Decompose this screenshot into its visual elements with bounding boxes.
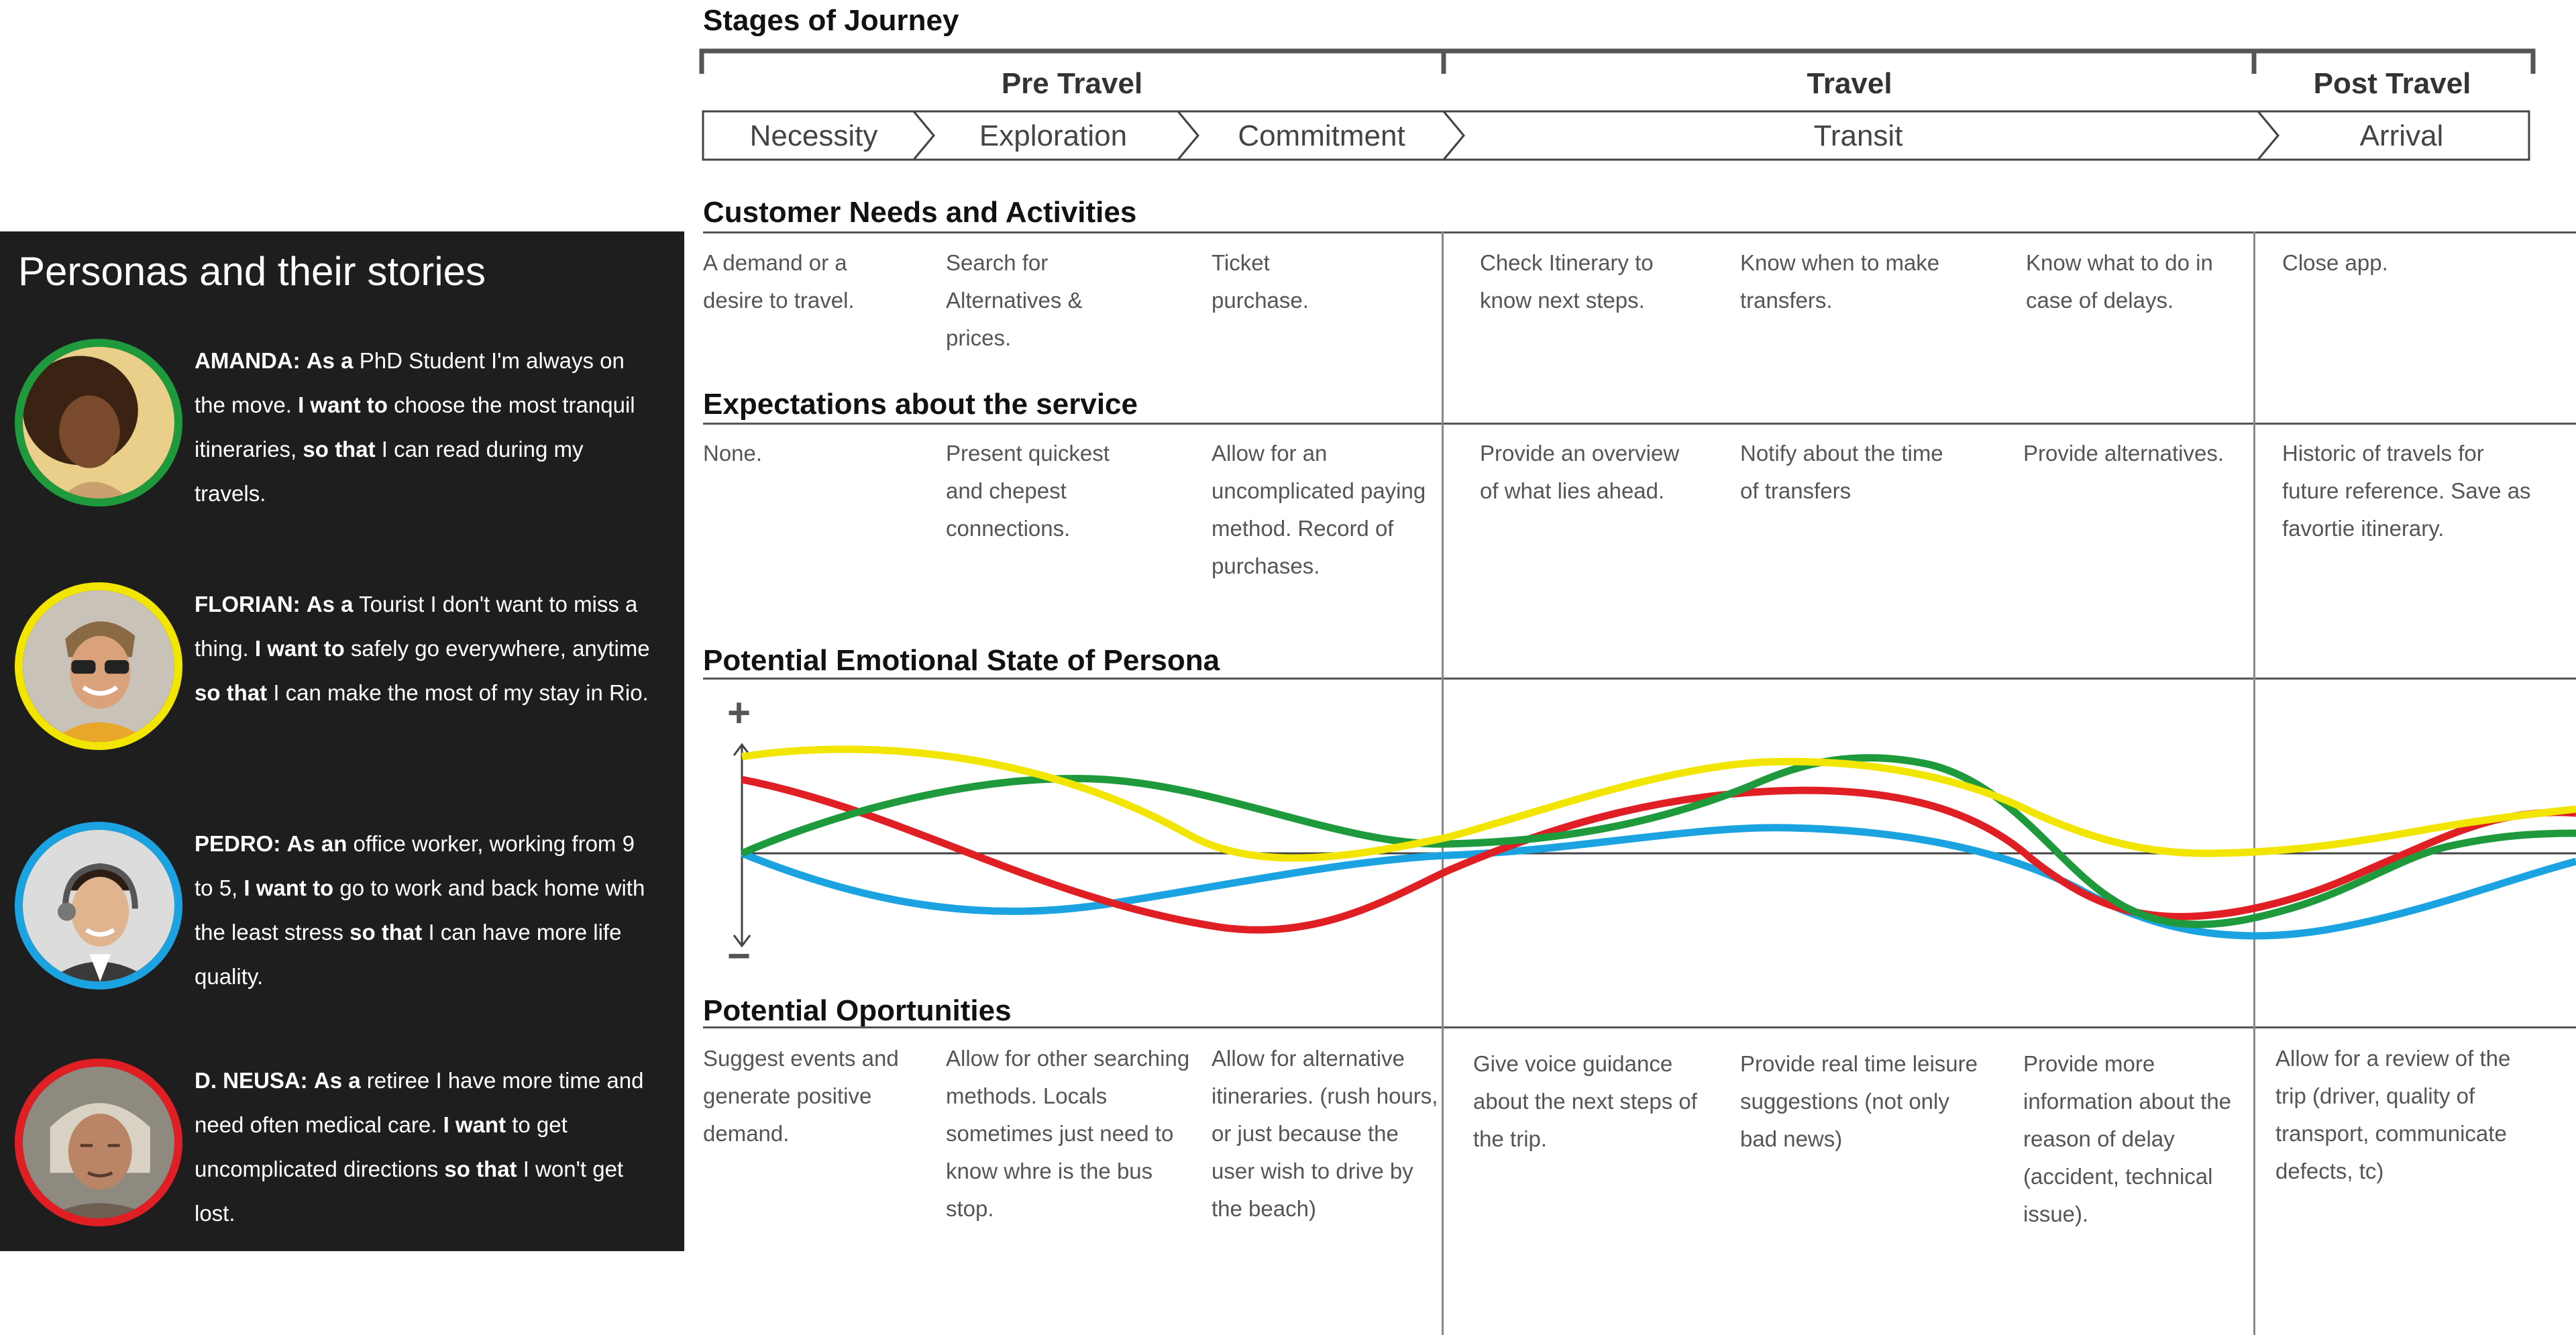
expectations-cell: Historic of travels for future reference… [2282, 441, 2531, 541]
persona-pedro: PEDRO: As an office worker, working from… [0, 822, 684, 1023]
needs-cell: A demand or a desire to travel. [703, 250, 855, 313]
needs-title: Customer Needs and Activities [703, 196, 1137, 229]
expectations-cell: Provide an overview of what lies ahead. [1480, 441, 1680, 503]
needs-cell: Know what to do in case of delays. [2026, 250, 2213, 313]
stage-exploration: Exploration [979, 119, 1128, 152]
emotion-line-florian [741, 745, 2576, 862]
expectations-cell: Allow for an uncomplicated paying method… [1212, 441, 1426, 578]
persona-neusa: D. NEUSA: As a retiree I have more time … [0, 1059, 684, 1260]
story-neusa: D. NEUSA: As a retiree I have more time … [195, 1068, 644, 1226]
stage-transit: Transit [1813, 119, 1903, 152]
opportunities-title: Potential Oportunities [703, 994, 1012, 1027]
opportunity-cell: Allow for other searching methods. Local… [946, 1046, 1190, 1221]
phase-brackets [699, 48, 2536, 74]
opportunity-cell: Allow for a review of the trip (driver, … [2275, 1046, 2511, 1183]
divider-opportunities [703, 1026, 2576, 1028]
needs-cell: Know when to make transfers. [1740, 250, 1940, 313]
divider-emotional [703, 678, 2576, 680]
opportunity-cell: Give voice guidance about the next steps… [1473, 1051, 1697, 1151]
stage-necessity: Necessity [749, 119, 878, 152]
opportunity-cell: Provide real time leisure suggestions (n… [1740, 1051, 1978, 1151]
emotional-title: Potential Emotional State of Persona [703, 644, 1220, 677]
avatar-neusa [15, 1059, 182, 1226]
emotion-chart [733, 743, 2576, 948]
arrow-down-icon [733, 934, 751, 948]
personas-panel: Personas and their stories AMANDA: As a … [0, 231, 684, 1251]
expectations-cell: Provide alternatives. [2023, 441, 2224, 466]
needs-cell: Close app. [2282, 250, 2388, 275]
expectations-title: Expectations about the service [703, 388, 1138, 421]
opportunity-cell: Allow for alternative itineraries. (rush… [1212, 1046, 1438, 1221]
avatar-florian [15, 582, 182, 750]
expectations-cell: None. [703, 441, 763, 466]
phase-travel: Travel [1807, 67, 1892, 100]
phase-post-travel: Post Travel [2313, 67, 2471, 100]
florian-photo-icon [23, 590, 174, 742]
pedro-photo-icon [23, 830, 174, 981]
divider-post-travel-start [2253, 231, 2255, 1335]
stage-commitment: Commitment [1238, 119, 1405, 152]
emotion-line-neusa [741, 776, 2576, 934]
amanda-photo-icon [23, 347, 174, 498]
neusa-photo-icon [23, 1067, 174, 1218]
story-pedro: PEDRO: As an office worker, working from… [195, 831, 645, 989]
divider-needs [703, 231, 2576, 233]
needs-cell: Check Itinerary to know next steps. [1480, 250, 1654, 313]
opportunity-cell: Provide more information about the reaso… [2023, 1051, 2232, 1226]
plus-sign: + [727, 690, 751, 735]
avatar-amanda [15, 339, 182, 506]
expectations-cell: Present quickest and chepest connections… [946, 441, 1110, 541]
stages-title: Stages of Journey [703, 4, 959, 37]
emotion-line-pedro [740, 824, 2576, 940]
opportunity-cell: Suggest events and generate positive dem… [703, 1046, 899, 1146]
persona-amanda: AMANDA: As a PhD Student I'm always on t… [0, 339, 684, 540]
persona-florian: FLORIAN: As a Tourist I don't want to mi… [0, 582, 684, 784]
phase-pre-travel: Pre Travel [1001, 67, 1143, 100]
story-florian: FLORIAN: As a Tourist I don't want to mi… [195, 592, 650, 705]
story-amanda: AMANDA: As a PhD Student I'm always on t… [195, 348, 635, 506]
arrow-up-icon [733, 743, 751, 756]
needs-cell: Ticket purchase. [1212, 250, 1309, 313]
divider-travel-start [1442, 231, 1444, 1335]
stage-arrival: Arrival [2359, 119, 2444, 152]
personas-title: Personas and their stories [18, 249, 486, 294]
needs-cell: Search for Alternatives & prices. [946, 250, 1083, 350]
avatar-pedro [15, 822, 182, 990]
divider-expectations [703, 423, 2576, 425]
expectations-cell: Notify about the time of transfers [1740, 441, 1943, 503]
stage-chevrons [702, 110, 2530, 161]
